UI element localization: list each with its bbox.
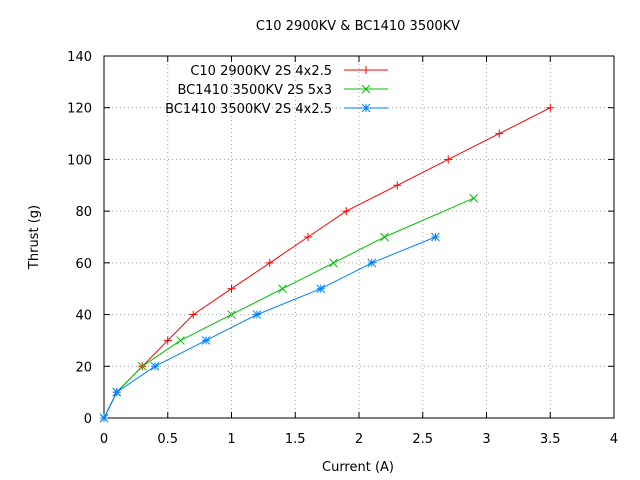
y-tick-label: 20 [75,360,92,375]
x-tick-label: 0 [100,432,108,447]
y-tick-label: 0 [84,412,92,427]
data-point [495,129,504,138]
series-line [103,197,474,419]
marker-stroke [112,387,122,397]
marker-stroke [278,284,287,294]
data-point [176,336,185,345]
x-tick-label: 2.5 [412,432,433,447]
data-point [361,84,371,94]
data-point [278,284,287,294]
data-point [329,258,338,268]
data-point [137,361,147,371]
x-tick-label: 1.5 [285,432,306,447]
marker-stroke [227,310,236,319]
legend-entry-1: C10 2900KV 2S 4x2.5 [190,64,388,79]
marker-stroke [367,258,377,268]
x-tick-label: 3.5 [540,432,561,447]
x-tick-label: 0.5 [157,432,178,447]
y-tick-label: 40 [75,309,92,324]
y-axis-label: Thrust (g) [27,205,42,270]
marker-stroke [361,103,371,113]
data-point [316,284,326,294]
x-axis-label: Current (A) [322,460,394,475]
data-point [304,233,312,241]
data-point [393,181,402,190]
chart-title: C10 2900KV & BC1410 3500KV [256,19,460,34]
data-point [265,258,274,267]
x-tick-label: 4 [610,432,618,447]
legend-label: C10 2900KV 2S 4x2.5 [190,64,332,79]
legend-entry-3: BC1410 3500KV 2S 4x2.5 [165,102,388,117]
marker-stroke [201,336,211,345]
data-point [252,310,262,319]
data-point [362,66,370,74]
y-tick-label: 80 [75,205,92,220]
data-point [150,361,160,371]
marker-stroke [150,361,160,371]
y-tick-label: 140 [67,50,92,65]
marker-stroke [137,361,147,371]
y-tick-label: 60 [75,257,92,272]
series-layer [99,103,555,423]
legend-entry-2: BC1410 3500KV 2S 5x3 [177,83,388,98]
marker-stroke [431,232,440,242]
legend-label: BC1410 3500KV 2S 4x2.5 [165,102,332,117]
legend: C10 2900KV 2S 4x2.5 BC1410 3500KV 2S 5x3 B… [165,64,388,117]
series-line [103,107,551,419]
data-point [189,310,198,319]
marker-stroke [99,413,109,423]
data-point [469,193,479,203]
marker-stroke [176,336,185,345]
x-tick-label: 1 [227,432,235,447]
data-point [112,387,122,397]
x-tick-label: 2 [355,432,363,447]
marker-stroke [380,232,389,242]
data-point [201,336,211,345]
marker-stroke [361,84,371,94]
x-tick-label: 3 [482,432,490,447]
data-point [380,232,389,242]
series-line [103,236,436,419]
legend-label: BC1410 3500KV 2S 5x3 [177,83,332,98]
data-point [342,207,351,216]
marker-stroke [469,193,479,203]
data-point [546,103,555,112]
y-tick-label: 100 [67,153,92,168]
marker-stroke [316,284,326,294]
data-point [367,258,377,268]
y-tick-label: 120 [67,102,92,117]
data-point [163,336,172,345]
marker-stroke [329,258,338,268]
data-point [361,103,371,113]
data-point [227,310,236,319]
data-point [99,413,109,423]
series-2 [99,193,479,423]
data-point [444,155,453,164]
series-3 [99,232,440,423]
data-point [227,284,236,293]
marker-stroke [252,310,262,319]
data-point [431,232,440,242]
